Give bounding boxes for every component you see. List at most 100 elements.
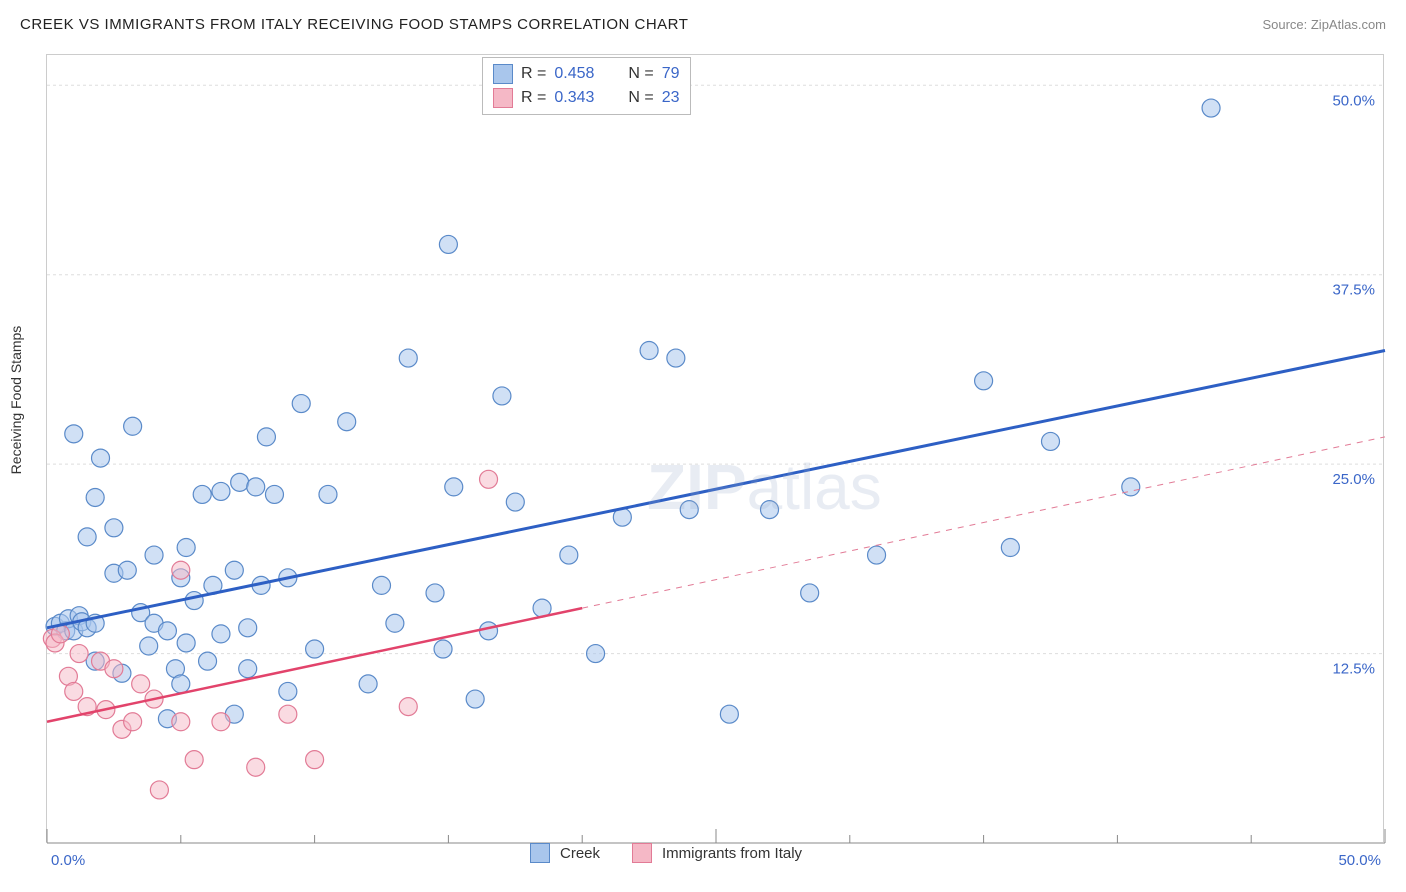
scatter-point bbox=[177, 539, 195, 557]
scatter-point bbox=[1001, 539, 1019, 557]
legend-swatch bbox=[530, 843, 550, 863]
scatter-point bbox=[434, 640, 452, 658]
scatter-point bbox=[193, 485, 211, 503]
correlation-legend: R =0.458N =79R =0.343N =23 bbox=[482, 57, 691, 115]
scatter-point bbox=[680, 501, 698, 519]
scatter-point bbox=[868, 546, 886, 564]
scatter-point bbox=[247, 758, 265, 776]
y-tick-label: 25.0% bbox=[1332, 471, 1375, 488]
r-label: R = bbox=[521, 65, 546, 83]
rn-row: R = 0.343 N = 23 bbox=[493, 86, 680, 110]
scatter-point bbox=[386, 614, 404, 632]
scatter-point bbox=[560, 546, 578, 564]
scatter-point bbox=[975, 372, 993, 390]
series-legend: Creek Immigrants from Italy bbox=[530, 843, 824, 863]
scatter-point bbox=[140, 637, 158, 655]
scatter-point bbox=[212, 713, 230, 731]
header: CREEK VS IMMIGRANTS FROM ITALY RECEIVING… bbox=[0, 0, 1406, 40]
scatter-point bbox=[86, 488, 104, 506]
scatter-point bbox=[493, 387, 511, 405]
scatter-point bbox=[801, 584, 819, 602]
scatter-point bbox=[199, 652, 217, 670]
scatter-point bbox=[92, 449, 110, 467]
scatter-point bbox=[239, 619, 257, 637]
scatter-point bbox=[480, 622, 498, 640]
scatter-point bbox=[124, 417, 142, 435]
legend-swatch bbox=[632, 843, 652, 863]
scatter-point bbox=[150, 781, 168, 799]
scatter-point bbox=[319, 485, 337, 503]
scatter-point bbox=[257, 428, 275, 446]
scatter-point bbox=[466, 690, 484, 708]
scatter-point bbox=[399, 698, 417, 716]
scatter-point bbox=[587, 645, 605, 663]
scatter-point bbox=[172, 713, 190, 731]
scatter-point bbox=[118, 561, 136, 579]
scatter-point bbox=[105, 660, 123, 678]
scatter-point bbox=[640, 342, 658, 360]
scatter-point bbox=[480, 470, 498, 488]
scatter-point bbox=[445, 478, 463, 496]
regression-line bbox=[47, 608, 582, 722]
y-tick-label: 37.5% bbox=[1332, 282, 1375, 299]
scatter-point bbox=[426, 584, 444, 602]
legend-swatch bbox=[493, 64, 513, 84]
scatter-point bbox=[292, 395, 310, 413]
scatter-point bbox=[231, 473, 249, 491]
y-axis-label: Receiving Food Stamps bbox=[8, 326, 24, 475]
scatter-point bbox=[78, 528, 96, 546]
scatter-point bbox=[359, 675, 377, 693]
scatter-point bbox=[279, 705, 297, 723]
scatter-point bbox=[667, 349, 685, 367]
scatter-point bbox=[212, 625, 230, 643]
scatter-point bbox=[306, 640, 324, 658]
scatter-point bbox=[247, 478, 265, 496]
legend-label: Immigrants from Italy bbox=[662, 845, 802, 862]
n-label: N = bbox=[628, 89, 653, 107]
scatter-point bbox=[338, 413, 356, 431]
scatter-point bbox=[306, 751, 324, 769]
regression-line-dashed bbox=[582, 437, 1385, 608]
scatter-point bbox=[158, 622, 176, 640]
scatter-point bbox=[132, 675, 150, 693]
scatter-point bbox=[185, 592, 203, 610]
scatter-point bbox=[373, 576, 391, 594]
scatter-point bbox=[177, 634, 195, 652]
scatter-point bbox=[225, 561, 243, 579]
scatter-point bbox=[279, 682, 297, 700]
scatter-point bbox=[506, 493, 524, 511]
scatter-point bbox=[439, 235, 457, 253]
r-value: 0.458 bbox=[554, 65, 594, 83]
legend-label: Creek bbox=[560, 845, 600, 862]
scatter-plot: 12.5%25.0%37.5%50.0%0.0%50.0% bbox=[47, 55, 1385, 843]
y-tick-label: 50.0% bbox=[1332, 92, 1375, 109]
chart-container: 12.5%25.0%37.5%50.0%0.0%50.0% ZIPatlas R… bbox=[46, 54, 1384, 842]
chart-title: CREEK VS IMMIGRANTS FROM ITALY RECEIVING… bbox=[20, 16, 688, 33]
r-value: 0.343 bbox=[554, 89, 594, 107]
x-tick-label-right: 50.0% bbox=[1338, 852, 1381, 869]
x-tick-label-left: 0.0% bbox=[51, 852, 85, 869]
scatter-point bbox=[1122, 478, 1140, 496]
n-value: 23 bbox=[662, 89, 680, 107]
scatter-point bbox=[720, 705, 738, 723]
r-label: R = bbox=[521, 89, 546, 107]
scatter-point bbox=[212, 482, 230, 500]
scatter-point bbox=[185, 751, 203, 769]
scatter-point bbox=[145, 546, 163, 564]
y-tick-label: 12.5% bbox=[1332, 661, 1375, 678]
scatter-point bbox=[265, 485, 283, 503]
scatter-point bbox=[124, 713, 142, 731]
scatter-point bbox=[105, 519, 123, 537]
scatter-point bbox=[70, 645, 88, 663]
source-label: Source: ZipAtlas.com bbox=[1262, 17, 1386, 32]
scatter-point bbox=[399, 349, 417, 367]
scatter-point bbox=[172, 561, 190, 579]
scatter-point bbox=[1042, 432, 1060, 450]
rn-row: R =0.458N =79 bbox=[493, 62, 680, 86]
scatter-point bbox=[65, 425, 83, 443]
n-label: N = bbox=[628, 65, 653, 83]
scatter-point bbox=[239, 660, 257, 678]
scatter-point bbox=[172, 675, 190, 693]
scatter-point bbox=[65, 682, 83, 700]
scatter-point bbox=[761, 501, 779, 519]
